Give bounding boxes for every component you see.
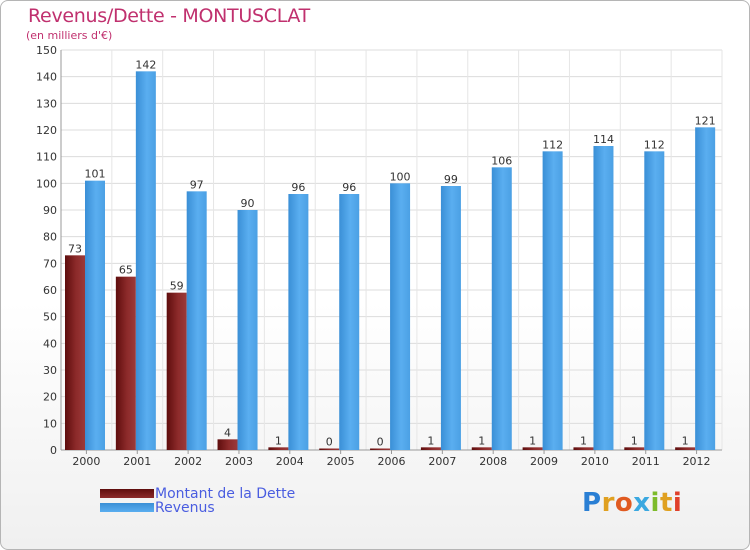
logo-letter: x <box>633 488 651 518</box>
bar-dette <box>522 447 543 450</box>
logo-letter: r <box>601 488 615 518</box>
x-tick-label: 2006 <box>378 455 406 468</box>
bar-dette <box>624 447 645 450</box>
logo-letter: t <box>659 488 673 518</box>
bar-dette <box>268 447 289 450</box>
bar-revenus <box>593 146 614 450</box>
x-tick-label: 2009 <box>530 455 558 468</box>
bar-revenus <box>288 194 309 450</box>
data-label-dette: 0 <box>326 436 333 449</box>
data-label-revenus: 96 <box>342 181 356 194</box>
data-label-dette: 73 <box>68 242 82 255</box>
data-label-dette: 1 <box>529 434 536 447</box>
bar-revenus <box>695 127 716 450</box>
bar-dette <box>471 447 492 450</box>
bar-dette <box>319 448 340 450</box>
data-label-dette: 59 <box>170 280 184 293</box>
bar-dette <box>217 439 238 450</box>
x-tick-label: 2002 <box>174 455 202 468</box>
x-tick-label: 2005 <box>327 455 355 468</box>
bar-revenus <box>237 210 258 450</box>
chart-title: Revenus/Dette - MONTUSCLAT <box>28 5 310 27</box>
data-label-dette: 0 <box>377 436 384 449</box>
legend-label-revenus: Revenus <box>155 500 215 516</box>
data-label-revenus: 90 <box>241 197 255 210</box>
x-tick-label: 2003 <box>225 455 253 468</box>
x-tick-label: 2011 <box>632 455 660 468</box>
y-tick-label: 60 <box>43 284 57 297</box>
bar-revenus <box>644 151 665 451</box>
y-tick-label: 80 <box>43 231 57 244</box>
logo-letter: i <box>650 488 660 518</box>
data-label-revenus: 121 <box>695 114 716 127</box>
y-tick-label: 40 <box>43 337 57 350</box>
y-tick-label: 50 <box>43 311 57 324</box>
bar-revenus <box>339 194 360 450</box>
data-label-dette: 4 <box>224 426 231 439</box>
logo-letter: P <box>582 488 602 518</box>
x-tick-label: 2008 <box>479 455 507 468</box>
legend-label-dette: Montant de la Dette <box>155 486 296 502</box>
y-tick-label: 140 <box>36 71 57 84</box>
data-label-dette: 1 <box>682 434 689 447</box>
y-tick-label: 10 <box>43 417 57 430</box>
legend-swatch-dette <box>100 489 154 498</box>
data-label-revenus: 96 <box>291 181 305 194</box>
legend-swatch-revenus <box>100 503 154 512</box>
x-tick-label: 2004 <box>276 455 304 468</box>
data-label-dette: 1 <box>580 434 587 447</box>
data-label-dette: 1 <box>631 434 638 447</box>
x-tick-label: 2007 <box>428 455 456 468</box>
data-label-revenus: 100 <box>390 170 411 183</box>
bar-revenus <box>440 186 461 450</box>
bar-revenus <box>390 183 411 451</box>
y-tick-label: 110 <box>36 151 57 164</box>
x-tick-label: 2000 <box>72 455 100 468</box>
data-label-dette: 1 <box>478 434 485 447</box>
data-label-dette: 65 <box>119 264 133 277</box>
data-label-revenus: 112 <box>644 138 665 151</box>
y-tick-label: 30 <box>43 364 57 377</box>
data-label-revenus: 106 <box>491 154 512 167</box>
y-tick-label: 100 <box>36 177 57 190</box>
y-tick-label: 20 <box>43 391 57 404</box>
bar-revenus <box>186 191 207 451</box>
y-tick-label: 0 <box>50 444 57 457</box>
data-label-revenus: 97 <box>190 178 204 191</box>
x-tick-label: 2012 <box>683 455 711 468</box>
data-label-revenus: 114 <box>593 133 614 146</box>
bar-dette <box>420 447 441 450</box>
bar-revenus <box>85 180 105 450</box>
bar-revenus <box>542 151 563 451</box>
bar-dette <box>65 255 85 450</box>
bar-dette <box>573 447 594 450</box>
bar-dette <box>166 292 187 450</box>
data-label-revenus: 99 <box>444 173 458 186</box>
bar-dette <box>115 276 136 450</box>
data-label-revenus: 142 <box>135 58 156 71</box>
y-tick-label: 130 <box>36 97 57 110</box>
x-tick-label: 2010 <box>581 455 609 468</box>
data-label-dette: 1 <box>427 434 434 447</box>
y-tick-label: 90 <box>43 204 57 217</box>
y-tick-label: 70 <box>43 257 57 270</box>
data-label-revenus: 101 <box>85 168 106 181</box>
proxiti-logo: Proxiti <box>582 488 682 518</box>
data-label-dette: 1 <box>275 434 282 447</box>
data-label-revenus: 112 <box>542 138 563 151</box>
bar-revenus <box>491 167 512 451</box>
bar-revenus <box>135 71 156 450</box>
logo-letter: o <box>614 488 634 518</box>
bar-dette <box>675 447 696 450</box>
logo-letter: i <box>672 488 683 518</box>
chart-subtitle: (en milliers d'€) <box>26 29 113 42</box>
y-tick-label: 150 <box>36 44 57 57</box>
x-tick-label: 2001 <box>123 455 151 468</box>
bar-dette <box>370 448 391 450</box>
y-tick-label: 120 <box>36 124 57 137</box>
